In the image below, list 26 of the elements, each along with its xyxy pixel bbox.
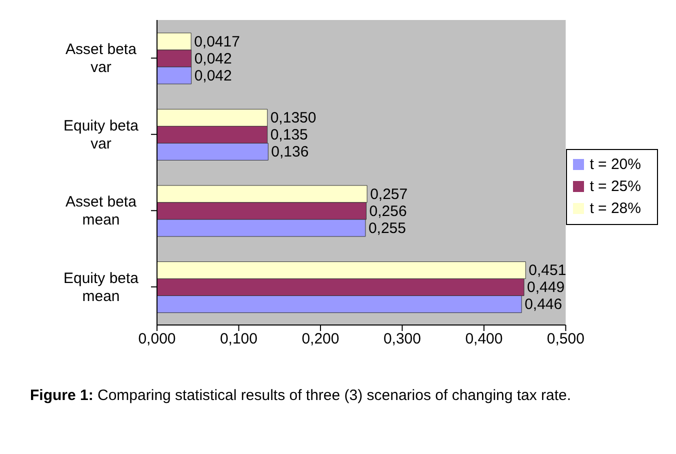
- x-tick-label: 0,100: [220, 330, 258, 348]
- legend-label: t = 20%: [590, 156, 641, 172]
- data-label: 0,042: [194, 67, 232, 84]
- data-label: 0,135: [270, 126, 308, 144]
- data-label: 0,136: [271, 144, 309, 161]
- x-tick-label: 0,300: [383, 330, 421, 348]
- data-label: 0,449: [527, 279, 565, 296]
- data-label: 0,446: [524, 296, 562, 314]
- data-label: 0,0417: [194, 33, 240, 50]
- caption: Figure 1: Comparing statistical results of three (3) scenarios of changing tax rate.: [30, 386, 572, 406]
- data-label: 0,1350: [270, 110, 316, 127]
- y-tick-label: Equity beta mean: [63, 270, 140, 305]
- x-tick-label: 0,400: [465, 330, 503, 348]
- legend-label: t = 25%: [590, 178, 641, 194]
- data-label: 0,256: [369, 202, 407, 220]
- y-tick-label: Asset beta var: [66, 41, 138, 76]
- y-tick-label: Asset beta mean: [66, 194, 138, 229]
- data-label: 0,257: [370, 186, 408, 203]
- x-tick-label: 0,200: [302, 330, 340, 348]
- x-tick-label: 0,500: [546, 330, 584, 348]
- x-tick-label: 0,000: [138, 330, 176, 348]
- data-label: 0,255: [368, 220, 406, 237]
- data-label: 0,451: [528, 262, 566, 280]
- data-label: 0,042: [194, 50, 232, 68]
- y-tick-label: Equity beta var: [63, 117, 140, 152]
- legend-label: t = 28%: [590, 200, 641, 216]
